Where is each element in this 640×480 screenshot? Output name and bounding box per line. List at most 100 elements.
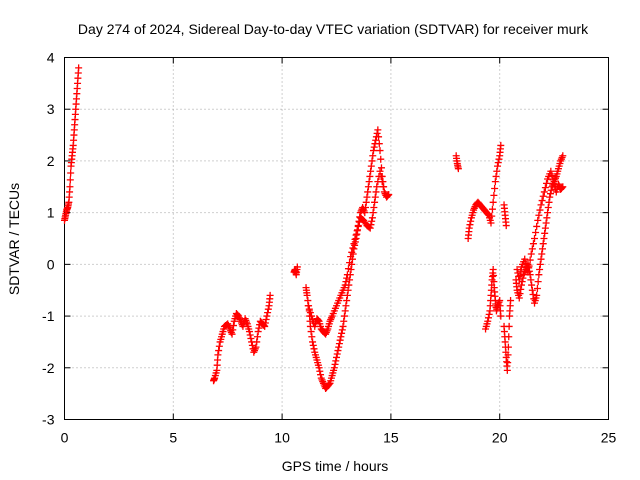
- data-point: [517, 281, 525, 289]
- data-point: [325, 380, 333, 388]
- x-tick-label: 5: [169, 430, 177, 446]
- data-point: [541, 184, 549, 192]
- y-tick-label: -3: [42, 412, 55, 428]
- data-point: [308, 333, 316, 341]
- data-point: [262, 316, 270, 324]
- data-point: [493, 167, 501, 175]
- data-point: [505, 322, 513, 330]
- data-point: [515, 272, 523, 280]
- data-point: [373, 129, 381, 137]
- data-point: [66, 176, 74, 184]
- data-point: [334, 347, 342, 355]
- data-point: [528, 245, 536, 253]
- data-point: [371, 198, 379, 206]
- data-point: [505, 333, 513, 341]
- data-point: [340, 312, 348, 320]
- data-point: [543, 214, 551, 222]
- data-point: [368, 217, 376, 225]
- data-point: [535, 271, 543, 279]
- data-point: [374, 126, 382, 134]
- data-point: [371, 193, 379, 201]
- data-point: [545, 198, 553, 206]
- x-tick-label: 20: [492, 430, 508, 446]
- data-point: [310, 345, 318, 353]
- data-point: [533, 284, 541, 292]
- data-point: [228, 330, 236, 338]
- y-tick-label: 3: [47, 101, 55, 117]
- data-point: [367, 167, 375, 175]
- data-point: [333, 350, 341, 358]
- data-point: [309, 338, 317, 346]
- data-point: [330, 364, 338, 372]
- data-point: [549, 176, 557, 184]
- data-point: [351, 235, 359, 243]
- data-point: [527, 276, 535, 284]
- data-point: [544, 203, 552, 211]
- data-point: [513, 266, 521, 274]
- data-point: [547, 186, 555, 194]
- y-axis-label: SDTVAR / TECUs: [6, 183, 22, 295]
- data-point: [515, 276, 523, 284]
- data-point: [544, 209, 552, 217]
- data-point: [253, 333, 261, 341]
- data-point: [346, 259, 354, 267]
- data-point: [303, 291, 311, 299]
- data-point: [343, 271, 351, 279]
- data-point: [377, 172, 385, 180]
- data-point: [489, 198, 497, 206]
- data-point: [343, 274, 351, 282]
- data-point: [490, 278, 498, 286]
- chart-title: Day 274 of 2024, Sidereal Day-to-day VTE…: [78, 21, 589, 37]
- data-point: [293, 263, 301, 271]
- data-point: [348, 248, 356, 256]
- data-point: [378, 178, 386, 186]
- data-point: [546, 193, 554, 201]
- data-point: [369, 209, 377, 217]
- data-point: [490, 272, 498, 280]
- data-point: [263, 312, 271, 320]
- data-point: [373, 183, 381, 191]
- data-point: [247, 334, 255, 342]
- data-point: [336, 336, 344, 344]
- data-point: [539, 240, 547, 248]
- data-point: [332, 357, 340, 365]
- data-point: [316, 367, 324, 375]
- data-point: [261, 322, 269, 330]
- data-point: [467, 217, 475, 225]
- data-point: [366, 172, 374, 180]
- data-point: [516, 290, 524, 298]
- data-point: [559, 183, 567, 191]
- data-point: [305, 305, 313, 313]
- data-point: [364, 188, 372, 196]
- y-tick-label: 4: [47, 50, 55, 66]
- data-point: [528, 281, 536, 289]
- data-point: [343, 291, 351, 299]
- data-point: [547, 167, 555, 175]
- data-point: [75, 64, 83, 72]
- data-point: [533, 291, 541, 299]
- data-point: [347, 253, 355, 261]
- data-point: [342, 302, 350, 310]
- data-point: [529, 240, 537, 248]
- data-point: [353, 227, 361, 235]
- x-tick-label: 10: [274, 430, 290, 446]
- y-tick-label: 0: [47, 256, 55, 272]
- data-point: [517, 285, 525, 293]
- data-point: [536, 206, 544, 214]
- data-point: [335, 340, 343, 348]
- data-point: [494, 159, 502, 167]
- data-point: [215, 347, 223, 355]
- axis-ticks: 0 5 10 15 20 25 -3 -2 -1 0 1 2 3 4: [42, 50, 616, 446]
- data-point: [340, 317, 348, 325]
- data-point: [368, 157, 376, 165]
- data-point: [542, 219, 550, 227]
- data-point: [504, 359, 512, 367]
- data-point: [535, 211, 543, 219]
- data-point: [490, 191, 498, 199]
- data-point: [491, 178, 499, 186]
- data-point: [489, 266, 497, 274]
- data-point: [540, 235, 548, 242]
- data-point: [370, 203, 378, 211]
- data-point: [537, 201, 545, 209]
- data-point: [315, 364, 323, 372]
